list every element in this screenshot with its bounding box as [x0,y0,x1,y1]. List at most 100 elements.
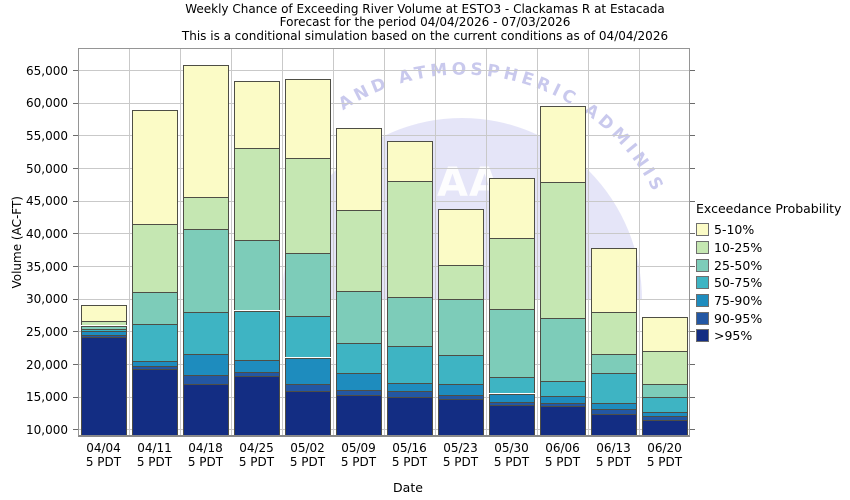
x-tick-date: 04/25 [239,441,274,455]
y-tick-label: 60,000 [26,96,68,111]
y-axis-tick [73,364,78,366]
y-axis-tick [73,200,78,202]
legend-label: 75-90% [714,293,763,309]
y-axis-tick [73,102,78,104]
y-tick-label: 35,000 [26,259,68,274]
legend-swatch-10-25% [696,241,709,255]
bar-06/06-segment-75-90% [539,396,586,403]
bar-04/18-segment-75-90% [182,353,229,376]
x-tick-label: 05/30 5 PDT [486,441,538,469]
x-tick-date: 05/02 [290,441,325,455]
y-axis-tick-right [690,135,695,137]
bar-04/18-segment-25-50% [182,229,229,312]
x-tick-date: 04/04 [86,441,121,455]
y-tick-label: 50,000 [26,161,68,176]
bar-04/11-segment->95% [131,368,178,437]
bar-04/04-segment-10-25% [80,320,127,326]
y-tick-label: 10,000 [26,422,68,437]
legend-swatch-25-50% [696,258,709,272]
bar-05/23-segment-90-95% [437,394,484,399]
legend-label: 10-25% [714,240,763,256]
gridline-vertical [129,49,130,436]
bar-04/25-segment-90-95% [233,371,280,376]
y-axis-tick [73,298,78,300]
chart-note: This is a conditional simulation based o… [181,28,669,43]
x-tick-time: 5 PDT [85,454,122,469]
x-tick-time: 5 PDT [442,454,479,469]
y-axis-tick-right [690,233,695,235]
y-axis-tick-right [690,364,695,366]
x-tick-date: 05/09 [341,441,376,455]
legend-label: 25-50% [714,257,763,273]
bar-05/23-segment-25-50% [437,298,484,355]
x-tick-time: 5 PDT [340,454,377,469]
bar-04/25-segment-75-90% [233,360,280,372]
x-tick-time: 5 PDT [544,454,581,469]
bar-05/16-segment-25-50% [386,296,433,346]
legend-label: >95% [714,328,753,344]
legend-swatch-75-90% [696,294,709,308]
x-tick-time: 5 PDT [136,454,173,469]
y-tick-label: 25,000 [26,324,68,339]
bar-06/13-segment-75-90% [590,402,637,410]
bar-04/18-segment-50-75% [182,311,229,354]
bar-05/23-segment-50-75% [437,354,484,384]
bar-05/23-segment-75-90% [437,383,484,395]
x-tick-time: 5 PDT [391,454,428,469]
x-tick-label: 04/04 5 PDT [78,441,130,469]
x-tick-label: 06/13 5 PDT [588,441,640,469]
y-tick-label: 30,000 [26,292,68,307]
bar-06/20-segment-5-10% [641,317,688,351]
x-tick-label: 04/18 5 PDT [180,441,232,469]
bar-05/09-segment-90-95% [335,390,382,395]
bar-04/04-segment-75-90% [80,331,127,335]
bar-05/16-segment-50-75% [386,345,433,383]
bar-06/06-segment-25-50% [539,318,586,381]
legend-item: 75-90% [696,292,848,310]
y-tick-label: 40,000 [26,226,68,241]
legend-swatch-90-95% [696,311,709,325]
y-axis-tick-right [690,396,695,398]
bar-05/23-segment->95% [437,398,484,437]
bar-04/18-segment-10-25% [182,196,229,230]
bar-04/11-segment-25-50% [131,292,178,325]
legend-label: 5-10% [714,222,755,238]
x-tick-date: 04/18 [188,441,223,455]
bar-04/04-segment->95% [80,336,127,437]
x-tick-label: 06/06 5 PDT [537,441,589,469]
legend-items: 5-10% 10-25% 25-50% 50-75% 75-90% 90-95% >95% [696,221,848,345]
y-axis-tick [73,70,78,71]
legend-title: Exceedance Probability [696,201,842,216]
x-tick-time: 5 PDT [238,454,275,469]
x-tick-time: 5 PDT [187,454,224,469]
bar-06/06-segment->95% [539,405,586,437]
bar-05/30-segment-75-90% [488,393,535,402]
x-tick-label: 05/09 5 PDT [333,441,385,469]
y-axis-tick-right [690,298,695,300]
y-axis-tick [73,233,78,235]
bar-04/25-segment-25-50% [233,239,280,311]
bar-05/16-segment-75-90% [386,383,433,391]
bar-06/20-segment-90-95% [641,416,688,421]
bar-05/02-segment-90-95% [284,384,331,391]
x-tick-date: 05/30 [494,441,529,455]
bar-04/18-segment-90-95% [182,375,229,385]
legend-label: 90-95% [714,310,763,326]
bar-05/02-segment-50-75% [284,315,331,358]
bar-06/20-segment-10-25% [641,351,688,385]
y-axis-tick-right [690,266,695,267]
chart-title: Weekly Chance of Exceeding River Volume … [185,2,665,16]
bar-05/30-segment-90-95% [488,402,535,405]
y-axis-tick-right [690,102,695,104]
x-tick-time: 5 PDT [289,454,326,469]
bar-06/13-segment-50-75% [590,373,637,403]
chart-subtitle: Forecast for the period 04/04/2026 - 07/… [279,15,571,30]
y-tick-label: 45,000 [26,194,68,209]
y-tick-label: 55,000 [26,128,68,143]
bar-04/18-segment-5-10% [182,65,229,197]
bar-06/13-segment-10-25% [590,311,637,355]
x-axis-title: Date [393,480,423,495]
y-axis-tick [73,396,78,398]
